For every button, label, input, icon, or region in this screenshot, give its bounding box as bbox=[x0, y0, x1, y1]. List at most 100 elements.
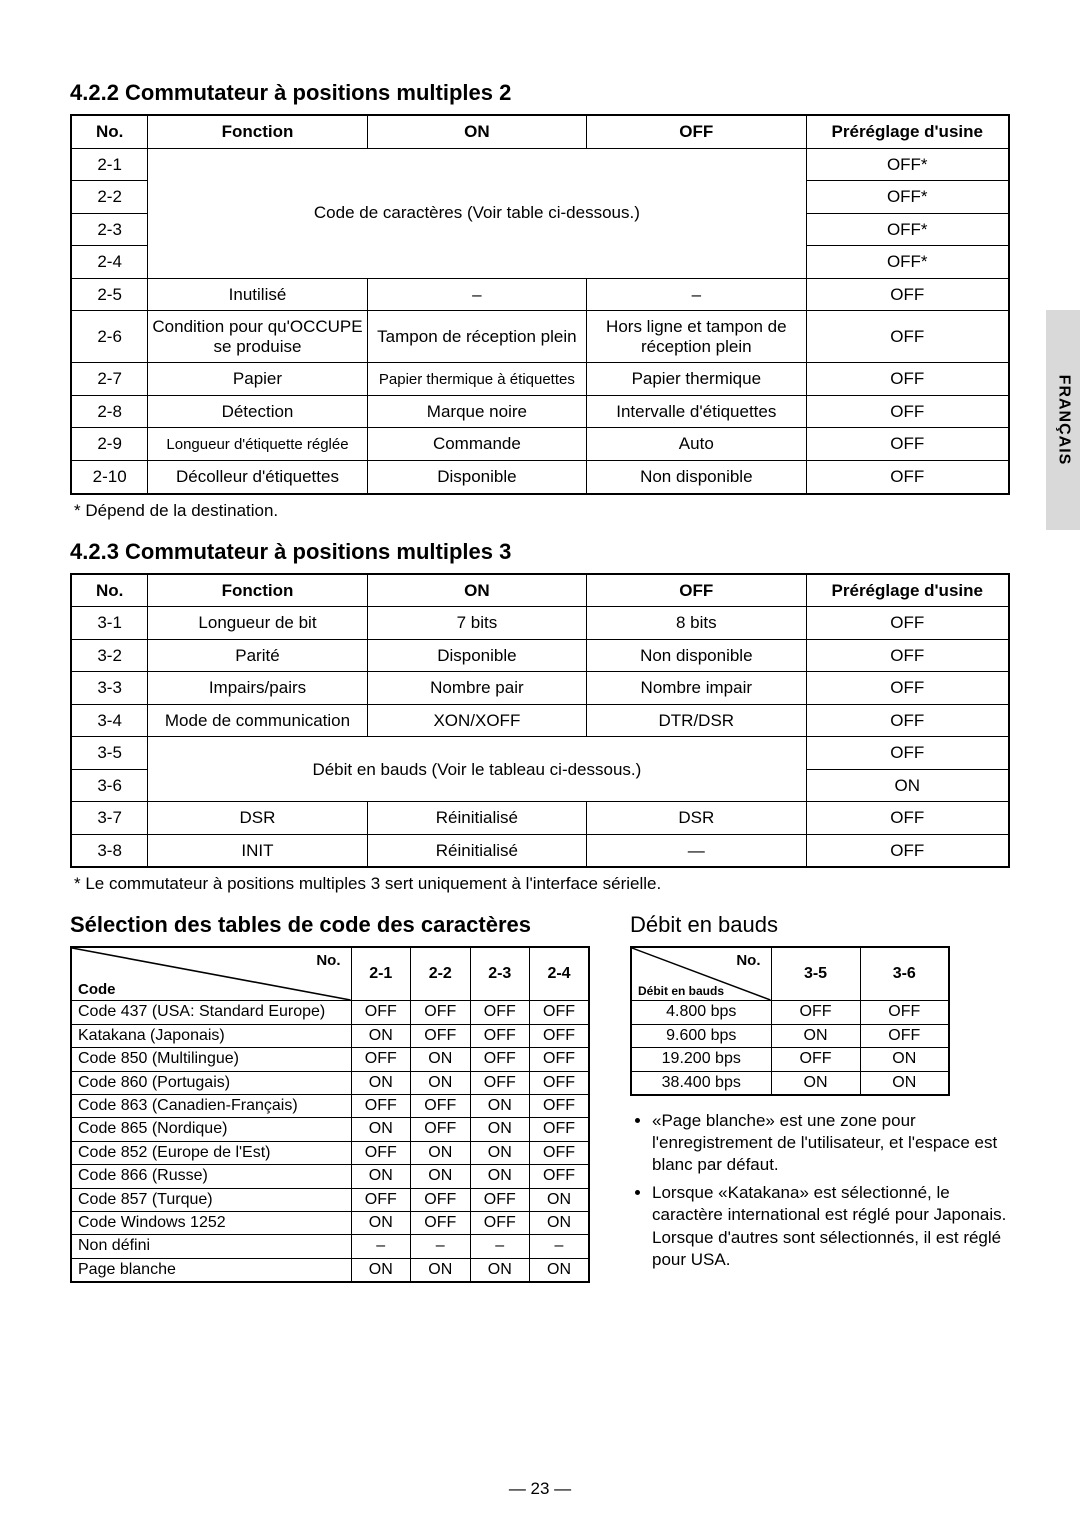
cell-def: OFF bbox=[806, 428, 1009, 461]
cell-val: ON bbox=[771, 1024, 860, 1047]
cell-fn: DSR bbox=[148, 802, 367, 835]
cell-val: OFF bbox=[351, 1048, 411, 1071]
cell-def: OFF bbox=[806, 278, 1009, 311]
diag-top: No. bbox=[316, 952, 340, 969]
notes-list: «Page blanche» est une zone pour l'enreg… bbox=[630, 1110, 1010, 1271]
th-col: 2-1 bbox=[351, 947, 411, 1001]
table-row: Code 860 (Portugais)ONONOFFOFF bbox=[71, 1071, 589, 1094]
table-row: 9.600 bpsONOFF bbox=[631, 1024, 949, 1047]
th-default: Préréglage d'usine bbox=[806, 574, 1009, 607]
cell-def: OFF* bbox=[806, 181, 1009, 214]
cell-fn: Condition pour qu'OCCUPE se produise bbox=[148, 311, 367, 363]
cell-val: OFF bbox=[411, 1188, 471, 1211]
section-422-title: 4.2.2 Commutateur à positions multiples … bbox=[70, 80, 1010, 106]
merged-baud-note: Débit en bauds (Voir le tableau ci-desso… bbox=[148, 737, 806, 802]
th-col: 2-4 bbox=[530, 947, 590, 1001]
cell-label: Page blanche bbox=[71, 1258, 351, 1282]
cell-on: 7 bits bbox=[367, 607, 586, 640]
cell-val: ON bbox=[411, 1071, 471, 1094]
cell-no: 3-5 bbox=[71, 737, 148, 770]
merged-code-note: Code de caractères (Voir table ci-dessou… bbox=[148, 148, 806, 278]
page: FRANÇAIS 4.2.2 Commutateur à positions m… bbox=[0, 0, 1080, 1529]
cell-val: ON bbox=[351, 1024, 411, 1047]
cell-off: Auto bbox=[587, 428, 806, 461]
cell-on: Réinitialisé bbox=[367, 802, 586, 835]
cell-val: OFF bbox=[470, 1071, 530, 1094]
section-423-footnote: * Le commutateur à positions multiples 3… bbox=[74, 874, 1010, 894]
cell-fn: Longueur d'étiquette réglée bbox=[148, 428, 367, 461]
cell-no: 3-7 bbox=[71, 802, 148, 835]
th-col: 2-2 bbox=[411, 947, 471, 1001]
cell-on: Disponible bbox=[367, 461, 586, 494]
cell-fn: Longueur de bit bbox=[148, 607, 367, 640]
table-row: 4.800 bpsOFFOFF bbox=[631, 1001, 949, 1024]
cell-val: OFF bbox=[351, 1095, 411, 1118]
cell-on: Papier thermique à étiquettes bbox=[367, 363, 586, 396]
cell-fn: Détection bbox=[148, 395, 367, 428]
th-off: OFF bbox=[587, 574, 806, 607]
cell-on: Nombre pair bbox=[367, 672, 586, 705]
cell-no: 2-1 bbox=[71, 148, 148, 181]
cell-def: OFF bbox=[806, 639, 1009, 672]
cell-val: ON bbox=[860, 1071, 949, 1095]
cell-val: OFF bbox=[470, 1001, 530, 1024]
cell-label: Code 860 (Portugais) bbox=[71, 1071, 351, 1094]
th-col: 3-6 bbox=[860, 947, 949, 1001]
diag-left: Débit en bauds bbox=[638, 985, 724, 999]
cell-val: OFF bbox=[470, 1024, 530, 1047]
cell-no: 2-10 bbox=[71, 461, 148, 494]
cell-no: 3-1 bbox=[71, 607, 148, 640]
cell-off: DSR bbox=[587, 802, 806, 835]
cell-val: ON bbox=[411, 1141, 471, 1164]
section-422-footnote: * Dépend de la destination. bbox=[74, 501, 1010, 521]
cell-fn: Mode de communication bbox=[148, 704, 367, 737]
cell-no: 3-2 bbox=[71, 639, 148, 672]
table-row: Code Windows 1252ONOFFOFFON bbox=[71, 1212, 589, 1235]
switch3-table: No. Fonction ON OFF Préréglage d'usine 3… bbox=[70, 573, 1010, 869]
table-row: Code 437 (USA: Standard Europe)OFFOFFOFF… bbox=[71, 1001, 589, 1024]
th-no: No. bbox=[71, 115, 148, 148]
cell-def: OFF bbox=[806, 395, 1009, 428]
cell-val: ON bbox=[470, 1258, 530, 1282]
cell-val: OFF bbox=[530, 1048, 590, 1071]
cell-val: ON bbox=[411, 1258, 471, 1282]
cell-val: OFF bbox=[530, 1141, 590, 1164]
cell-fn: Papier bbox=[148, 363, 367, 396]
cell-val: OFF bbox=[351, 1141, 411, 1164]
cell-val: OFF bbox=[771, 1048, 860, 1071]
cell-label: Katakana (Japonais) bbox=[71, 1024, 351, 1047]
cell-label: 19.200 bps bbox=[631, 1048, 771, 1071]
switch2-table: No. Fonction ON OFF Préréglage d'usine 2… bbox=[70, 114, 1010, 495]
cell-off: Hors ligne et tampon de réception plein bbox=[587, 311, 806, 363]
section-423-title: 4.2.3 Commutateur à positions multiples … bbox=[70, 539, 1010, 565]
cell-def: OFF bbox=[806, 311, 1009, 363]
cell-label: Code 852 (Europe de l'Est) bbox=[71, 1141, 351, 1164]
cell-label: Code 437 (USA: Standard Europe) bbox=[71, 1001, 351, 1024]
cell-val: ON bbox=[530, 1212, 590, 1235]
cell-val: OFF bbox=[530, 1024, 590, 1047]
cell-val: – bbox=[470, 1235, 530, 1258]
note-item: Lorsque «Katakana» est sélectionné, le c… bbox=[652, 1182, 1010, 1270]
cell-def: OFF* bbox=[806, 213, 1009, 246]
language-tab: FRANÇAIS bbox=[1046, 310, 1080, 530]
cell-on: – bbox=[367, 278, 586, 311]
th-off: OFF bbox=[587, 115, 806, 148]
th-on: ON bbox=[367, 574, 586, 607]
baud-table: No. Débit en bauds 3-5 3-6 4.800 bpsOFFO… bbox=[630, 946, 950, 1096]
table-row: 19.200 bpsOFFON bbox=[631, 1048, 949, 1071]
table-row: Page blancheONONONON bbox=[71, 1258, 589, 1282]
cell-off: Papier thermique bbox=[587, 363, 806, 396]
cell-val: OFF bbox=[411, 1024, 471, 1047]
diag-header: No. Débit en bauds bbox=[631, 947, 771, 1001]
table-row: Code 850 (Multilingue)OFFONOFFOFF bbox=[71, 1048, 589, 1071]
th-col: 2-3 bbox=[470, 947, 530, 1001]
cell-def: OFF* bbox=[806, 246, 1009, 279]
cell-no: 2-5 bbox=[71, 278, 148, 311]
cell-def: OFF bbox=[806, 737, 1009, 770]
cell-val: ON bbox=[351, 1165, 411, 1188]
cell-val: OFF bbox=[470, 1048, 530, 1071]
cell-label: Code Windows 1252 bbox=[71, 1212, 351, 1235]
cell-no: 2-6 bbox=[71, 311, 148, 363]
cell-label: Code 850 (Multilingue) bbox=[71, 1048, 351, 1071]
cell-on: Tampon de réception plein bbox=[367, 311, 586, 363]
